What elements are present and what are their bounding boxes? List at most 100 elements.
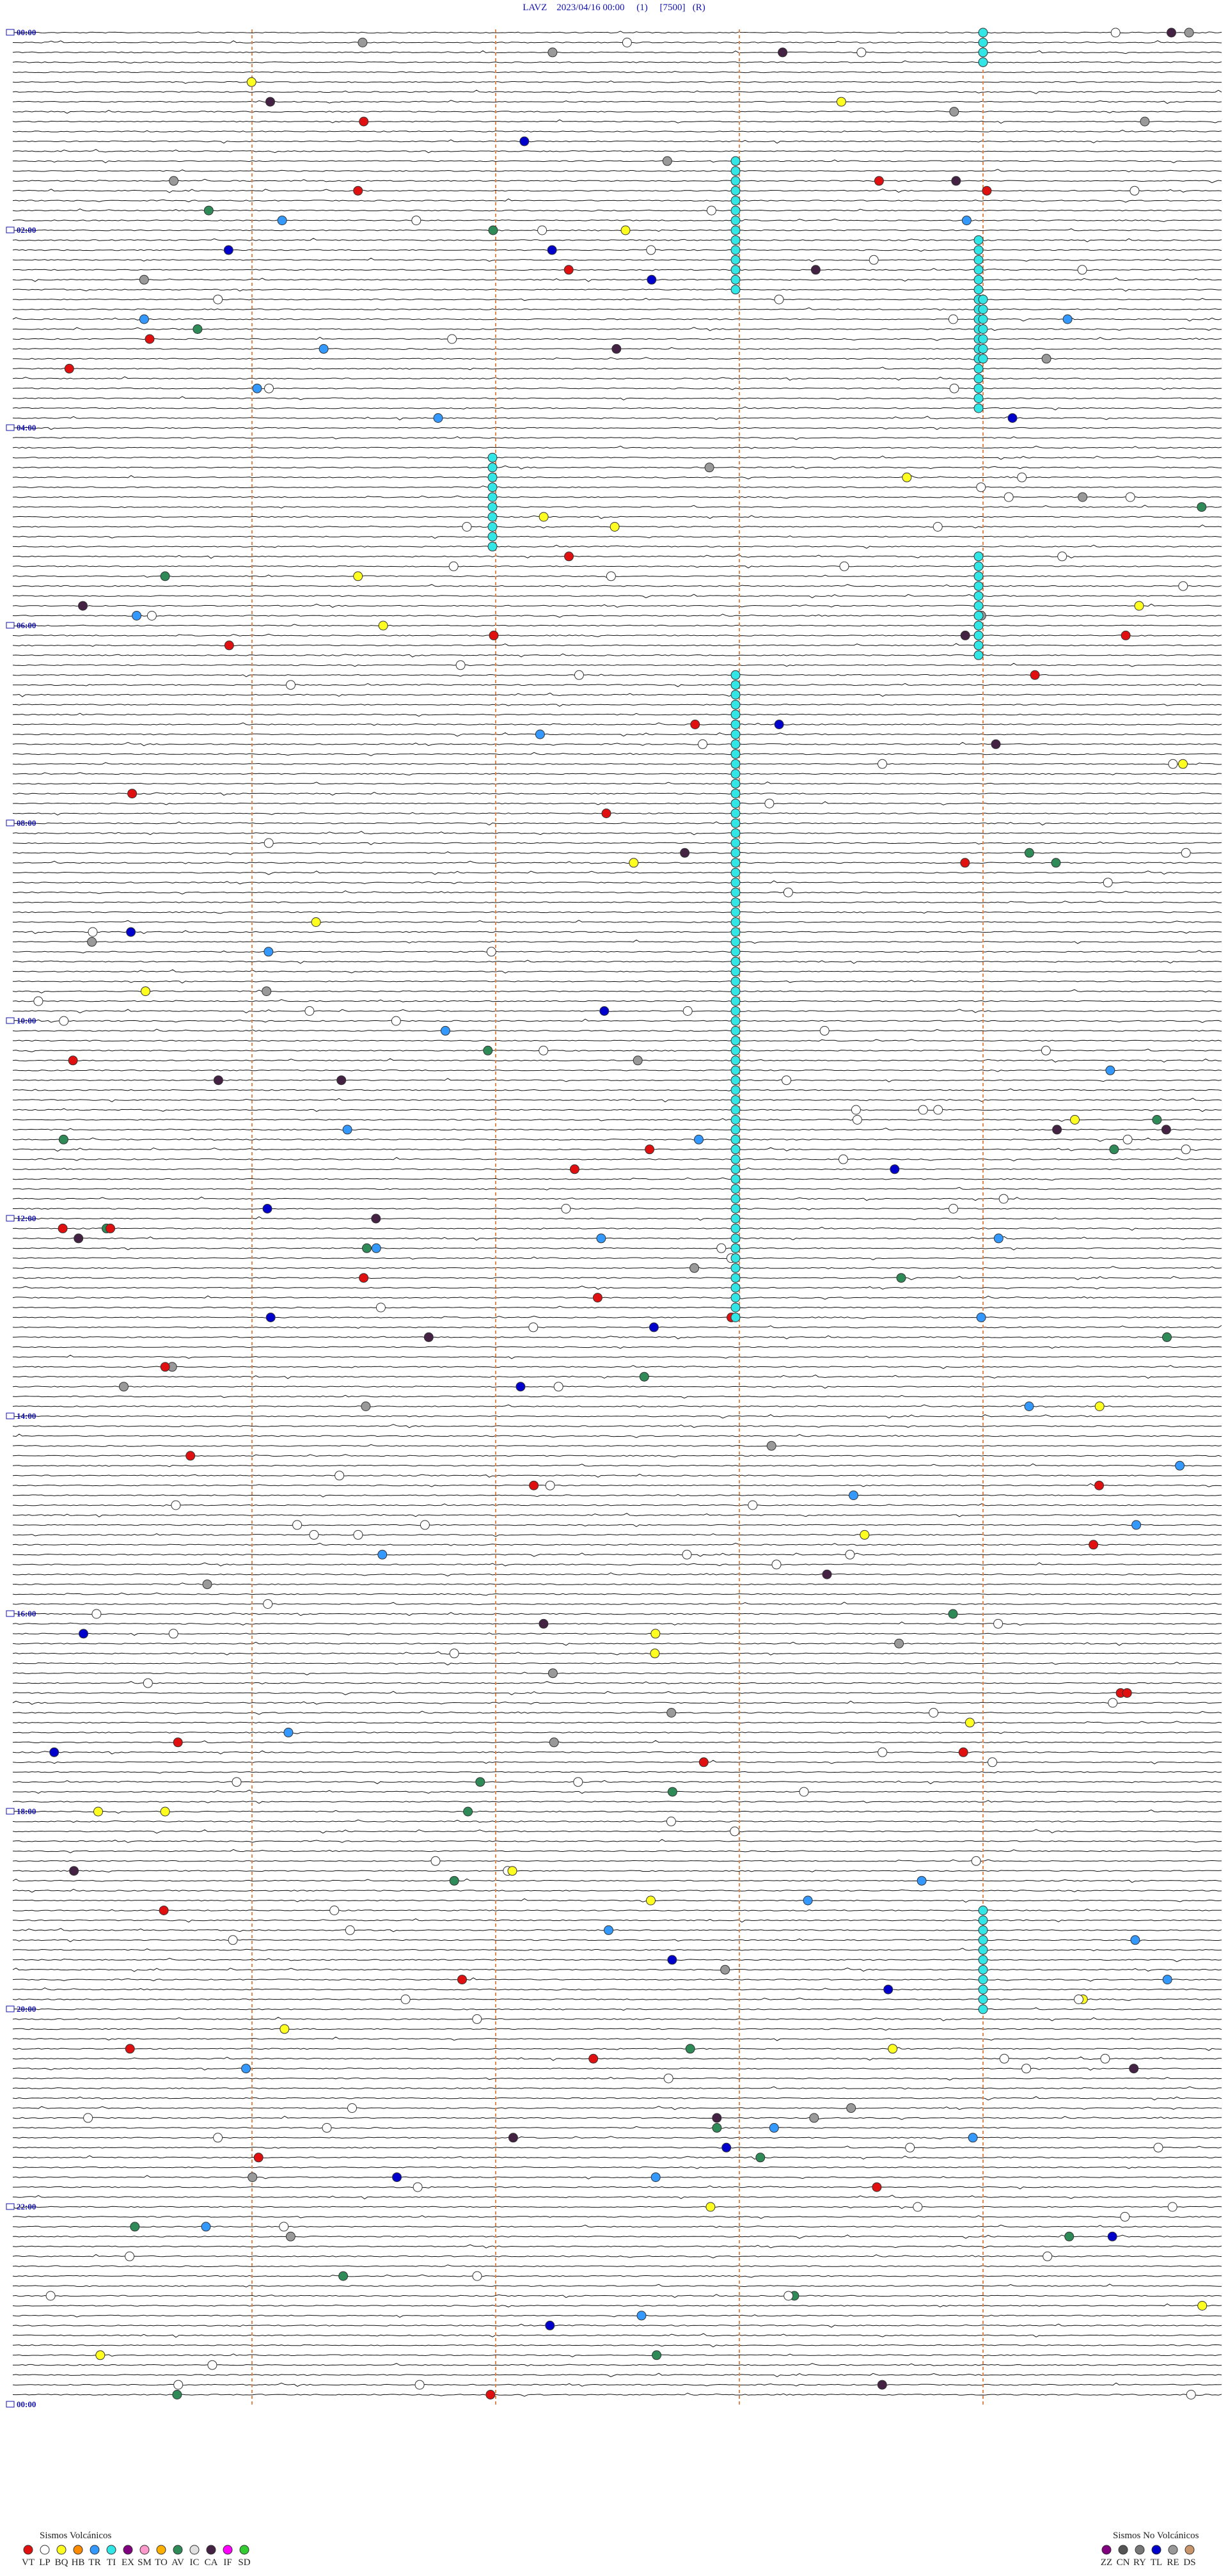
event-marker — [475, 1777, 485, 1787]
trace — [12, 535, 1222, 539]
legend-label: EX — [122, 2557, 134, 2568]
trace — [12, 1721, 1222, 1724]
event-marker — [730, 1065, 741, 1075]
event-marker — [973, 403, 984, 413]
trace — [12, 2145, 1222, 2149]
event-marker — [730, 670, 741, 680]
trace — [12, 603, 1222, 608]
event-marker — [896, 1273, 906, 1283]
trace — [12, 1838, 1222, 1844]
event-marker — [851, 1105, 861, 1115]
event-marker — [730, 1045, 741, 1055]
event-marker — [228, 1935, 238, 1945]
event-marker — [1021, 2064, 1032, 2074]
event-marker — [730, 265, 741, 275]
event-marker — [1030, 670, 1040, 680]
trace — [12, 288, 1222, 292]
trace — [12, 376, 1222, 381]
trace — [12, 1997, 1222, 2002]
event-marker — [1167, 28, 1176, 38]
trace — [12, 1494, 1222, 1497]
event-marker — [265, 97, 275, 107]
trace — [12, 1524, 1222, 1528]
event-marker — [447, 334, 457, 344]
event-marker — [64, 363, 74, 374]
event-marker — [1007, 413, 1018, 423]
event-marker — [730, 1204, 741, 1213]
event-marker — [319, 344, 329, 354]
event-marker — [414, 2380, 425, 2390]
event-marker — [978, 1925, 988, 1935]
trace — [12, 1651, 1222, 1655]
trace — [12, 624, 1222, 627]
trace — [12, 198, 1222, 203]
event-marker — [563, 265, 574, 275]
event-marker — [95, 2350, 106, 2360]
legend-swatch — [223, 2545, 233, 2555]
event-marker — [1181, 1144, 1191, 1155]
event-marker — [730, 235, 741, 245]
event-marker — [874, 176, 884, 186]
event-marker — [457, 1975, 467, 1985]
event-marker — [973, 571, 984, 581]
event-marker — [730, 986, 741, 997]
event-marker — [978, 1945, 988, 1955]
event-marker — [730, 1144, 741, 1155]
event-marker — [322, 2122, 332, 2133]
event-marker — [878, 1747, 888, 1757]
time-label: 00:00 — [17, 2399, 36, 2409]
event-marker — [224, 640, 234, 651]
trace — [12, 1553, 1222, 1557]
event-marker — [730, 285, 741, 295]
event-marker — [978, 28, 988, 38]
time-marker — [6, 1215, 15, 1222]
trace — [12, 2392, 1222, 2397]
legend-swatch — [23, 2545, 33, 2555]
legend-swatch — [1168, 2545, 1178, 2555]
event-marker — [1017, 472, 1027, 482]
trace — [12, 2314, 1222, 2318]
event-marker — [537, 225, 547, 235]
trace — [12, 1957, 1222, 1963]
trace — [12, 999, 1222, 1002]
event-marker — [730, 1016, 741, 1026]
event-marker — [778, 47, 788, 58]
trace — [12, 960, 1222, 964]
trace — [12, 80, 1222, 84]
event-marker — [78, 601, 88, 611]
event-marker — [159, 1906, 169, 1915]
trace — [12, 821, 1222, 826]
event-marker — [633, 1055, 643, 1066]
event-marker — [730, 1194, 741, 1204]
trace — [12, 1276, 1222, 1281]
trace — [12, 554, 1222, 559]
event-marker — [730, 887, 741, 897]
event-marker — [973, 650, 984, 660]
event-marker — [622, 38, 632, 47]
event-marker — [698, 1757, 709, 1767]
legend-swatch — [40, 2545, 50, 2555]
event-marker — [799, 1787, 809, 1797]
event-marker — [74, 1233, 84, 1244]
trace — [12, 495, 1222, 499]
trace — [12, 2028, 1222, 2031]
event-marker — [978, 314, 988, 324]
event-marker — [730, 1313, 741, 1322]
event-marker — [392, 2172, 402, 2183]
event-marker — [978, 1935, 988, 1945]
event-marker — [279, 2024, 290, 2034]
event-marker — [79, 1629, 88, 1639]
event-marker — [263, 1599, 273, 1609]
event-marker — [978, 324, 988, 334]
trace — [12, 1098, 1222, 1103]
event-marker — [890, 1164, 900, 1174]
event-marker — [730, 1164, 741, 1174]
legend-swatch — [139, 2545, 150, 2555]
event-marker — [690, 720, 700, 729]
trace — [12, 1069, 1222, 1072]
trace — [12, 436, 1222, 440]
trace — [12, 801, 1222, 805]
event-marker — [730, 255, 741, 265]
time-label: 04:00 — [17, 423, 36, 432]
event-marker — [611, 344, 622, 354]
